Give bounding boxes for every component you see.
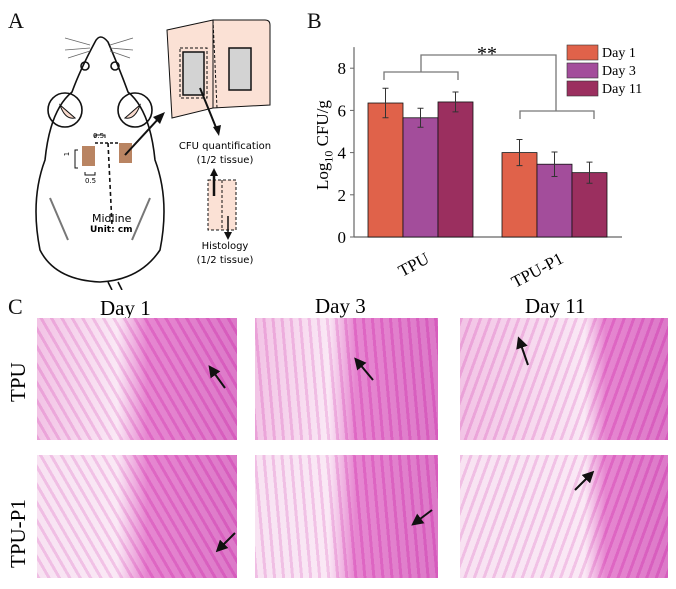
y-axis-label-sub: 10 bbox=[321, 150, 336, 163]
panel-label-c: C bbox=[8, 294, 23, 319]
error-bar bbox=[516, 139, 523, 167]
y-axis-label: Log10 CFU/g bbox=[313, 100, 336, 190]
mouse-diagram bbox=[35, 19, 271, 290]
cfu-label-line1: CFU quantification bbox=[178, 141, 272, 152]
histology-label: Histology (1/2 tissue) bbox=[190, 240, 260, 268]
implant-left bbox=[82, 146, 95, 166]
bar-day11-tpu bbox=[437, 101, 474, 238]
significance-label: ** bbox=[477, 43, 497, 65]
histology-image-tpu-day3 bbox=[255, 318, 438, 440]
cfu-label-line2: (1/2 tissue) bbox=[196, 155, 254, 166]
histology-image-tpu-p1-day11 bbox=[460, 455, 668, 578]
panel-label-b: B bbox=[307, 8, 322, 33]
x-tick-label: TPU bbox=[395, 249, 432, 281]
error-bar bbox=[382, 87, 389, 119]
panel-label-a: A bbox=[8, 8, 24, 33]
bar-day1-tpu bbox=[367, 102, 404, 238]
x-tick-label: TPU-P1 bbox=[508, 249, 566, 290]
unit-label: Unit: cm bbox=[90, 225, 133, 235]
y-axis-label-rest: CFU/g bbox=[313, 100, 332, 151]
y-tick-label: 2 bbox=[338, 186, 347, 205]
y-tick-label: 0 bbox=[338, 228, 347, 247]
histology-image-tpu-day1 bbox=[37, 318, 237, 440]
error-bar bbox=[551, 151, 558, 177]
histology-label-line2: (1/2 tissue) bbox=[196, 255, 254, 266]
error-bar bbox=[417, 107, 424, 128]
legend-label: Day 3 bbox=[602, 64, 636, 79]
bar-chart: 0 2 4 6 8 TPU TPU-P1 ** Day 1 Day 3 Day 11 bbox=[338, 43, 643, 290]
error-bar bbox=[586, 161, 593, 184]
significance-bracket bbox=[383, 54, 595, 119]
dim-side-label: 1 bbox=[63, 151, 72, 157]
legend-swatch bbox=[566, 44, 599, 61]
mouse-body bbox=[35, 36, 165, 283]
histology-label-line1: Histology bbox=[201, 241, 249, 252]
row-label-tpu-p1: TPU-P1 bbox=[6, 499, 30, 568]
bar-day3-tpu bbox=[402, 117, 439, 238]
histology-image-tpu-p1-day1 bbox=[37, 455, 237, 578]
legend-label: Day 11 bbox=[602, 82, 642, 97]
histology-image-tpu-p1-day3 bbox=[255, 455, 438, 578]
y-axis-label-main: Log bbox=[313, 162, 332, 190]
cfu-label: CFU quantification (1/2 tissue) bbox=[170, 140, 280, 168]
y-tick-label: 4 bbox=[338, 144, 347, 163]
row-label-tpu: TPU bbox=[6, 362, 30, 402]
dim-top-label: 0.5 bbox=[93, 132, 105, 140]
legend-label: Day 1 bbox=[602, 46, 636, 61]
column-label-day1: Day 1 bbox=[100, 296, 151, 320]
midline-label: Midline bbox=[92, 212, 132, 225]
legend-swatch bbox=[566, 62, 599, 79]
error-bar bbox=[452, 91, 459, 113]
histology-image-tpu-day11 bbox=[460, 318, 668, 440]
bar-day1-tpu-p1 bbox=[501, 152, 538, 238]
y-tick-label: 8 bbox=[338, 59, 347, 78]
column-label-day11: Day 11 bbox=[525, 294, 586, 318]
y-tick-label: 6 bbox=[338, 101, 347, 120]
legend-swatch bbox=[566, 80, 599, 97]
dim-bottom-label: 0.5 bbox=[85, 177, 97, 185]
column-label-day3: Day 3 bbox=[315, 294, 366, 318]
